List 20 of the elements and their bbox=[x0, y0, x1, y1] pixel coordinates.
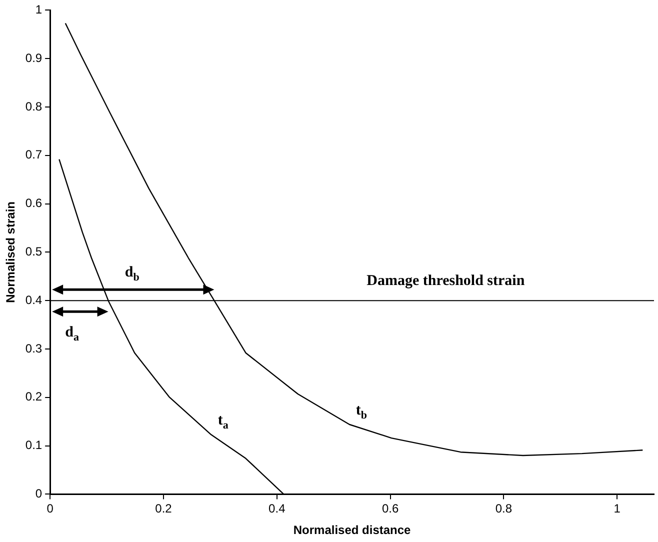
y-tick-label: 0.4 bbox=[25, 292, 42, 307]
y-tick-label: 0.6 bbox=[25, 196, 42, 210]
x-tick-label: 1 bbox=[614, 502, 621, 516]
y-tick-label: 0.2 bbox=[25, 390, 42, 404]
y-tick-label: 0.5 bbox=[25, 244, 42, 259]
x-tick-label: 0.4 bbox=[268, 502, 286, 516]
x-tick-label: 0.2 bbox=[155, 502, 172, 516]
ref-line-label: Damage threshold strain bbox=[366, 272, 526, 289]
y-tick-label: 0.7 bbox=[25, 148, 42, 162]
y-tick-label: 0.3 bbox=[25, 341, 42, 356]
y-tick-label: 0.1 bbox=[25, 438, 42, 452]
x-tick-label: 0.6 bbox=[382, 502, 399, 516]
y-tick-label: 0.9 bbox=[25, 50, 42, 65]
y-axis-title: Normalised strain bbox=[4, 202, 18, 303]
y-tick-label: 1 bbox=[35, 2, 42, 17]
y-tick-label: 0.8 bbox=[25, 99, 42, 114]
x-axis-title: Normalised distance bbox=[293, 523, 412, 538]
y-tick-label: 0 bbox=[35, 486, 42, 501]
x-tick-label: 0 bbox=[46, 502, 54, 516]
x-tick-label: 0.8 bbox=[495, 502, 512, 516]
